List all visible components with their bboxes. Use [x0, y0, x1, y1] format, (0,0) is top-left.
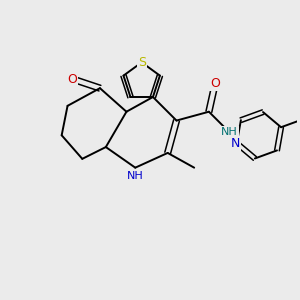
- Text: NH: NH: [221, 127, 238, 137]
- Text: NH: NH: [127, 172, 144, 182]
- Text: N: N: [231, 137, 240, 150]
- Text: S: S: [138, 56, 146, 69]
- Text: O: O: [210, 77, 220, 90]
- Text: O: O: [67, 73, 77, 86]
